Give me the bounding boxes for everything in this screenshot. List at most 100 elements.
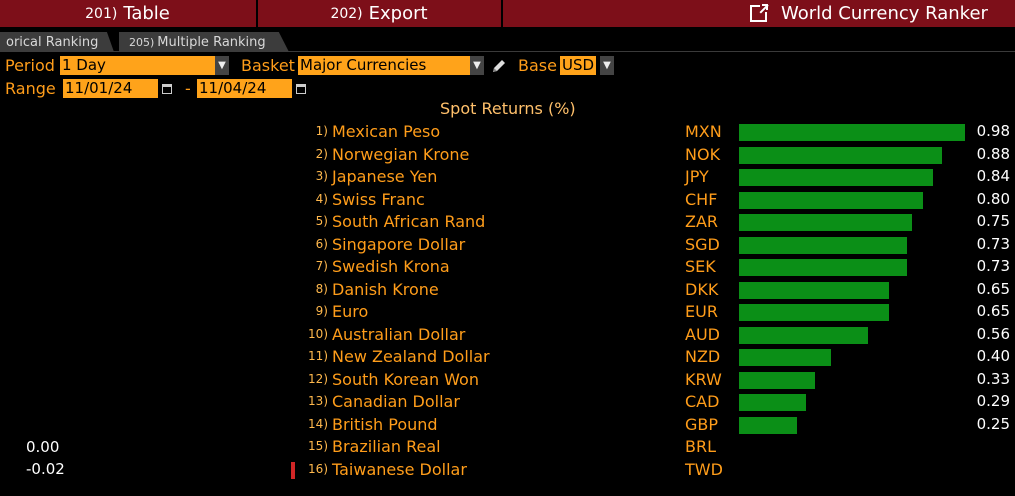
calendar-to-icon[interactable] <box>294 79 308 98</box>
tab-multiple-ranking-label: Multiple Ranking <box>157 34 266 50</box>
range-from-input[interactable]: 11/01/24 <box>63 79 158 98</box>
currency-name: Mexican Peso <box>332 122 441 141</box>
table-row[interactable]: 8) Danish Krone DKK 0.65 <box>0 280 1015 302</box>
table-row[interactable]: 3) Japanese Yen JPY 0.84 <box>0 167 1015 189</box>
toolbar-divider <box>501 0 503 27</box>
range-separator: - <box>185 79 191 98</box>
table-row[interactable]: 11) New Zealand Dollar NZD 0.40 <box>0 347 1015 369</box>
row-rank: 14) <box>308 416 328 431</box>
row-rank: 13) <box>308 394 328 408</box>
return-value: 0.25 <box>976 414 1010 433</box>
period-dropdown-icon[interactable]: ▼ <box>215 56 229 75</box>
calendar-from-icon[interactable] <box>160 79 174 98</box>
return-value: 0.75 <box>976 212 1010 230</box>
currency-name: Euro <box>332 302 369 321</box>
range-to-input[interactable]: 11/04/24 <box>197 79 292 98</box>
export-button-number: 202) <box>330 5 363 22</box>
negative-return-marker <box>291 461 295 479</box>
currency-code: CAD <box>685 392 720 411</box>
return-bar <box>739 394 806 411</box>
return-bar <box>739 146 942 164</box>
table-row[interactable]: 14) British Pound GBP 0.25 <box>0 415 1015 437</box>
currency-code: MXN <box>685 122 722 141</box>
return-bar <box>739 326 868 344</box>
table-row[interactable]: 15) Brazilian Real BRL <box>0 437 1015 459</box>
tab-historical-ranking-label: orical Ranking <box>6 34 99 50</box>
return-value: 0.65 <box>976 279 1010 298</box>
currency-code: DKK <box>685 279 719 299</box>
top-toolbar: 201) Table 202) Export World Currency Ra… <box>0 0 1015 27</box>
tab-multiple-ranking[interactable]: 205) Multiple Ranking <box>119 32 289 52</box>
table-row[interactable]: 12) South Korean Won KRW 0.33 <box>0 370 1015 392</box>
return-value: 0.80 <box>976 189 1010 208</box>
row-rank: 7) <box>315 259 328 273</box>
currency-name: Taiwanese Dollar <box>332 459 467 479</box>
pencil-icon[interactable] <box>490 57 508 75</box>
return-value: 0.65 <box>976 302 1010 320</box>
row-rank: 1) <box>315 124 328 138</box>
currency-name: Norwegian Krone <box>332 144 470 164</box>
currency-code: JPY <box>685 167 709 186</box>
export-button[interactable]: 202) Export <box>258 0 500 27</box>
currency-code: SEK <box>685 257 716 276</box>
table-button[interactable]: 201) Table <box>0 0 255 27</box>
return-value: 0.56 <box>976 324 1010 343</box>
currency-name: South African Rand <box>332 212 486 231</box>
currency-code: GBP <box>685 414 719 434</box>
return-value: 0.84 <box>976 167 1010 185</box>
currency-code: CHF <box>685 189 718 209</box>
row-rank: 15) <box>308 439 328 453</box>
basket-dropdown-icon[interactable]: ▼ <box>470 56 484 75</box>
table-row[interactable]: 10) Australian Dollar AUD 0.56 <box>0 325 1015 347</box>
return-value: 0.98 <box>976 122 1010 140</box>
row-rank: 10) <box>308 326 328 341</box>
table-row[interactable]: 1) Mexican Peso MXN 0.98 <box>0 122 1015 144</box>
basket-select[interactable]: Major Currencies <box>298 56 470 75</box>
basket-label: Basket <box>241 56 295 75</box>
return-bar <box>739 214 912 231</box>
axis-value-zero: 0.00 <box>26 438 60 456</box>
table-row[interactable]: 2) Norwegian Krone NOK 0.88 <box>0 145 1015 167</box>
row-rank: 6) <box>315 236 328 251</box>
toolbar-divider <box>256 0 258 27</box>
row-rank: 5) <box>315 214 328 228</box>
return-value: 0.33 <box>976 369 1010 388</box>
row-rank: 12) <box>308 371 328 386</box>
currency-code: TWD <box>685 459 723 479</box>
currency-name: British Pound <box>332 414 438 434</box>
row-rank: 2) <box>315 146 328 161</box>
table-row[interactable]: 4) Swiss Franc CHF 0.80 <box>0 190 1015 212</box>
base-select[interactable]: USD <box>560 56 596 75</box>
return-bar <box>739 259 907 276</box>
range-label: Range <box>5 79 56 98</box>
return-value: 0.29 <box>976 392 1010 410</box>
return-bar <box>739 371 815 389</box>
currency-name: Swedish Krona <box>332 257 450 276</box>
row-rank: 3) <box>315 169 328 183</box>
base-dropdown-icon[interactable]: ▼ <box>600 56 614 75</box>
axis-value-negative: -0.02 <box>26 460 65 478</box>
table-row[interactable]: 7) Swedish Krona SEK 0.73 <box>0 257 1015 279</box>
period-select[interactable]: 1 Day <box>60 56 216 75</box>
external-link-icon <box>750 3 769 22</box>
app-title-button[interactable]: World Currency Ranker <box>750 0 1010 27</box>
table-row[interactable]: 9) Euro EUR 0.65 <box>0 302 1015 324</box>
table-row[interactable]: 16) Taiwanese Dollar TWD <box>0 460 1015 482</box>
currency-name: Brazilian Real <box>332 437 441 456</box>
table-row[interactable]: 13) Canadian Dollar CAD 0.29 <box>0 392 1015 414</box>
tab-multiple-ranking-number: 205) <box>129 35 155 49</box>
return-value: 0.73 <box>976 257 1010 275</box>
return-bar <box>739 349 831 366</box>
row-rank: 16) <box>308 461 328 476</box>
table-button-number: 201) <box>85 5 118 22</box>
currency-code: ZAR <box>685 212 719 231</box>
tab-historical-ranking[interactable]: orical Ranking <box>0 32 114 52</box>
table-row[interactable]: 6) Singapore Dollar SGD 0.73 <box>0 235 1015 257</box>
currency-name: Canadian Dollar <box>332 392 460 411</box>
currency-code: BRL <box>685 437 717 456</box>
currency-code: EUR <box>685 302 718 321</box>
tab-bar: orical Ranking 205) Multiple Ranking <box>0 30 1015 52</box>
currency-name: New Zealand Dollar <box>332 347 490 366</box>
app-title: World Currency Ranker <box>781 3 988 24</box>
table-row[interactable]: 5) South African Rand ZAR 0.75 <box>0 212 1015 234</box>
